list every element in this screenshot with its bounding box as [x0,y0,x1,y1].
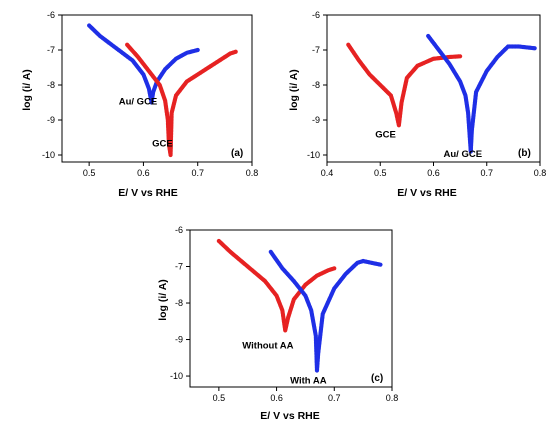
plot-frame [189,229,393,388]
panel-b-label: (b) [518,148,531,159]
panel-a-ylabel: log (i/ A) [21,69,33,111]
data-point [458,54,463,59]
panel-c-label: (c) [371,373,383,384]
data-point [195,47,200,53]
y-tick-label: -8 [312,80,320,90]
data-point [378,262,383,267]
panel-a-label: (a) [231,148,243,159]
curve-annotation: Au/ GCE [119,96,158,107]
y-tick-label: -9 [47,115,55,125]
series-au-gce [426,33,537,154]
plot-frame [61,14,253,163]
y-tick-label: -6 [175,225,183,235]
series-without-aa [216,238,337,333]
curve-annotation: GCE [375,130,396,141]
data-point [332,266,337,271]
curve-annotation: GCE [152,138,173,149]
y-tick-label: -7 [47,45,55,55]
x-tick-label: 0.8 [246,168,259,178]
x-tick-label: 0.7 [191,168,204,178]
y-tick-label: -8 [47,80,55,90]
x-tick-label: 0.5 [213,393,226,403]
curve-annotation: Without AA [242,341,293,352]
x-tick-label: 0.7 [328,393,341,403]
data-point [233,49,238,54]
curve-annotation: With AA [290,375,327,386]
series-gce [346,42,463,128]
panel-c-ylabel: log (i/ A) [157,279,169,321]
y-tick-label: -7 [312,45,320,55]
panel-c-xlabel: E/ V vs RHE [260,410,320,422]
panel-b: log (i/ A) E/ V vs RHE (b) 0.4 0.5 0.6 0.7 0… [288,10,546,199]
y-tick-label: -10 [307,150,320,160]
y-tick-label: -7 [175,262,183,272]
panel-b-xlabel: E/ V vs RHE [397,187,457,199]
y-tick-label: -6 [312,10,320,20]
y-tick-label: -8 [175,298,183,308]
x-tick-label: 0.6 [137,168,150,178]
y-tick-label: -6 [47,10,55,20]
y-tick-label: -10 [42,150,55,160]
x-tick-label: 0.5 [83,168,96,178]
panel-a-xlabel: E/ V vs RHE [118,187,178,199]
panel-c: log (i/ A) E/ V vs RHE (c) 0.5 0.6 0.7 0.8 -… [157,225,398,422]
data-point [532,46,537,51]
panel-a: log (i/ A) E/ V vs RHE (a) 0.5 0.6 0.7 0.8 -… [21,10,258,199]
x-tick-label: 0.6 [427,168,440,178]
x-tick-label: 0.5 [374,168,387,178]
plot-frame [326,14,541,163]
x-tick-label: 0.6 [270,393,283,403]
y-tick-label: -10 [170,371,183,381]
curve-annotation: Au/ GCE [444,149,483,160]
x-tick-label: 0.8 [534,168,547,178]
panel-b-ylabel: log (i/ A) [288,69,300,111]
x-tick-label: 0.7 [480,168,493,178]
series-gce [125,42,238,158]
series-with-aa [268,249,383,373]
x-tick-label: 0.8 [386,393,399,403]
y-tick-label: -9 [312,115,320,125]
y-tick-label: -9 [175,335,183,345]
x-tick-label: 0.4 [321,168,334,178]
